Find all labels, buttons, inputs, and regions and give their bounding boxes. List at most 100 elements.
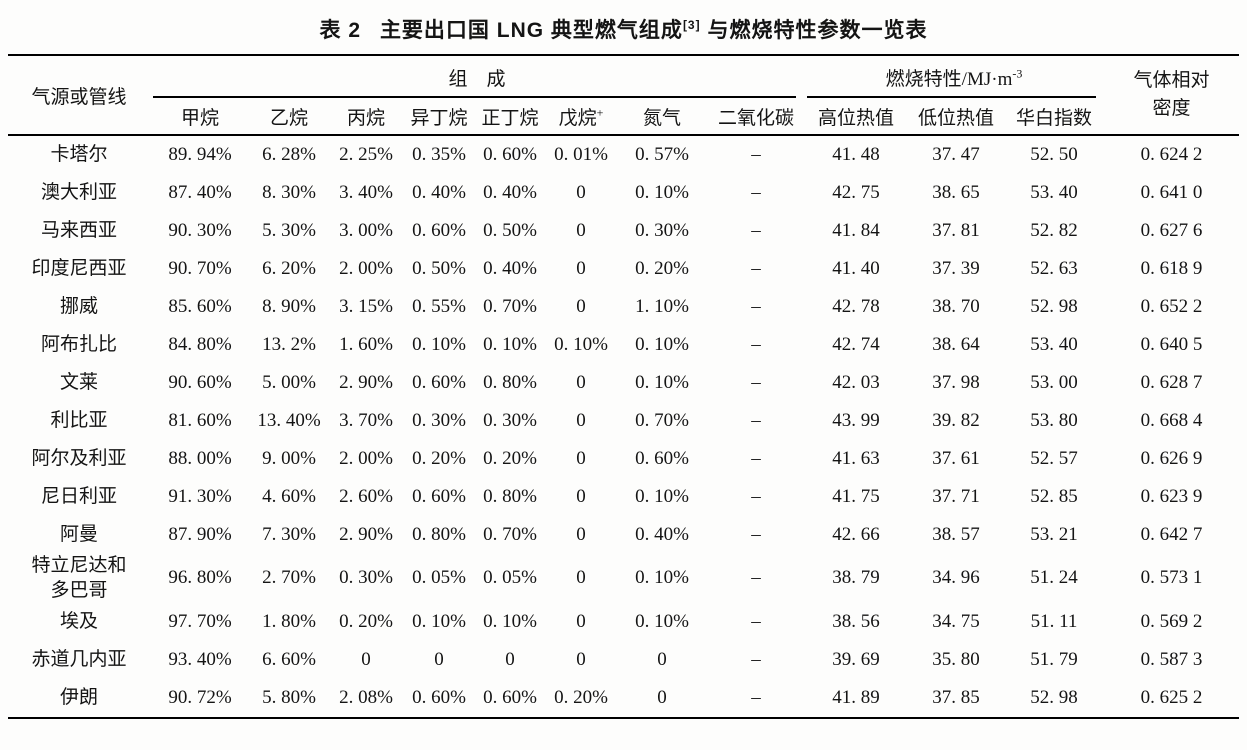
- cell: 93. 40%: [168, 649, 232, 671]
- cell: 0: [576, 295, 586, 317]
- row-source: 伊朗: [59, 687, 98, 709]
- cell: 0: [657, 649, 667, 671]
- table-title-text: 主要出口国 LNG 典型燃气组成: [379, 19, 683, 42]
- row-source: 卡塔尔: [50, 143, 108, 165]
- cell: 0. 10%: [554, 333, 608, 355]
- cell: 90. 60%: [168, 371, 232, 393]
- cell: 0. 70%: [483, 295, 537, 317]
- cell: 1. 10%: [635, 295, 689, 317]
- cell: 38. 56: [832, 611, 880, 633]
- cell: 5. 30%: [262, 219, 316, 241]
- header-hhv: 高位热值: [804, 98, 909, 136]
- cell: 37. 39: [932, 257, 980, 279]
- cell: 38. 79: [832, 567, 880, 589]
- cell: –: [751, 257, 761, 279]
- cell: 0: [434, 649, 444, 671]
- cell: 41. 84: [832, 219, 880, 241]
- cell: 0. 35%: [412, 143, 466, 165]
- cell: 41. 63: [832, 447, 880, 469]
- row-source: 赤道几内亚: [31, 649, 127, 671]
- cell: 37. 81: [932, 219, 980, 241]
- combustion-unit-exponent: -3: [1012, 66, 1023, 81]
- cell: –: [751, 687, 761, 709]
- header-lhv: 低位热值: [908, 98, 1005, 136]
- cell: 0. 05%: [412, 567, 466, 589]
- cell: 0. 60%: [412, 687, 466, 709]
- cell: 38. 57: [932, 523, 980, 545]
- cell: 13. 40%: [257, 409, 321, 431]
- header-combustion-group: 燃烧特性/MJ·m-3: [804, 55, 1104, 98]
- cell: 52. 98: [1030, 295, 1078, 317]
- row-source: 利比亚: [50, 409, 108, 431]
- table-body: 卡塔尔 89. 94% 6. 28% 2. 25% 0. 35% 0. 60% 0. 01%…: [8, 135, 1239, 718]
- cell: 0. 10%: [635, 485, 689, 507]
- cell: 4. 60%: [262, 485, 316, 507]
- cell: 37. 98: [932, 371, 980, 393]
- cell: 0: [576, 181, 586, 203]
- cell: 39. 82: [932, 409, 980, 431]
- table-header: 气源或管线 组 成 燃烧特性/MJ·m-3 气体相对 密度 甲烷 乙烷 丙烷 异…: [8, 55, 1240, 136]
- table-row: 澳大利亚 87. 40% 8. 30% 3. 40% 0. 40% 0. 40% 0 0. 1…: [8, 174, 1239, 212]
- cell: –: [751, 567, 761, 589]
- row-source: 特立尼达和 多巴哥: [31, 555, 127, 601]
- cell: 0. 20%: [339, 611, 393, 633]
- header-isobutane: 异丁烷: [404, 98, 474, 136]
- citation-superscript: [3]: [682, 18, 701, 32]
- table-row: 尼日利亚 91. 30% 4. 60% 2. 60% 0. 60% 0. 80% 0 0. 1…: [8, 478, 1239, 516]
- cell: 0. 627 6: [1140, 219, 1203, 241]
- cell: –: [751, 447, 761, 469]
- header-ethane: 乙烷: [250, 98, 328, 136]
- cell: 34. 96: [932, 567, 980, 589]
- cell: 42. 74: [832, 333, 880, 355]
- cell: –: [751, 333, 761, 355]
- cell: –: [751, 523, 761, 545]
- cell: 0. 569 2: [1140, 611, 1203, 633]
- table-row: 阿尔及利亚 88. 00% 9. 00% 2. 00% 0. 20% 0. 20% 0 0. …: [8, 440, 1239, 478]
- row-source: 尼日利亚: [40, 485, 117, 507]
- cell: 37. 71: [932, 485, 980, 507]
- cell: 0. 60%: [412, 371, 466, 393]
- row-source: 挪威: [59, 295, 98, 317]
- cell: 0. 05%: [483, 567, 537, 589]
- cell: 0. 618 9: [1140, 257, 1203, 279]
- cell: 0: [576, 485, 586, 507]
- cell: 0: [576, 219, 586, 241]
- cell: 52. 50: [1030, 143, 1078, 165]
- cell: –: [751, 649, 761, 671]
- row-source: 文莱: [59, 371, 98, 393]
- cell: 52. 57: [1030, 447, 1078, 469]
- cell: 0. 40%: [412, 181, 466, 203]
- cell: 0. 60%: [483, 143, 537, 165]
- cell: 0. 10%: [483, 333, 537, 355]
- cell: –: [751, 295, 761, 317]
- table-row: 利比亚 81. 60% 13. 40% 3. 70% 0. 30% 0. 30% 0 0. 7…: [8, 402, 1239, 440]
- cell: 0: [505, 649, 515, 671]
- row-source: 阿曼: [59, 523, 98, 545]
- table-row: 卡塔尔 89. 94% 6. 28% 2. 25% 0. 35% 0. 60% 0. 01%…: [8, 135, 1239, 174]
- document-page: 表 2 主要出口国 LNG 典型燃气组成[3] 与燃烧特性参数一览表 气源或管线 …: [8, 18, 1240, 720]
- pentane-label: 戊烷: [558, 107, 597, 129]
- cell: 0. 70%: [635, 409, 689, 431]
- cell: 0. 573 1: [1140, 567, 1203, 589]
- cell: 81. 60%: [168, 409, 232, 431]
- cell: 3. 40%: [339, 181, 393, 203]
- header-wobbe: 华白指数: [1004, 98, 1105, 136]
- cell: 0: [576, 611, 586, 633]
- cell: 6. 20%: [262, 257, 316, 279]
- cell: 53. 80: [1030, 409, 1078, 431]
- cell: 90. 70%: [168, 257, 232, 279]
- cell: 13. 2%: [262, 333, 316, 355]
- cell: 0. 10%: [635, 333, 689, 355]
- cell: 0. 60%: [412, 485, 466, 507]
- cell: 0. 20%: [483, 447, 537, 469]
- cell: 0. 60%: [483, 687, 537, 709]
- cell: 0. 55%: [412, 295, 466, 317]
- cell: 0. 40%: [635, 523, 689, 545]
- cell: 0. 80%: [412, 523, 466, 545]
- cell: 0: [361, 649, 371, 671]
- row-source: 澳大利亚: [40, 181, 117, 203]
- header-nbutane: 正丁烷: [474, 98, 546, 136]
- cell: 39. 69: [832, 649, 880, 671]
- cell: 41. 75: [832, 485, 880, 507]
- cell: 52. 63: [1030, 257, 1078, 279]
